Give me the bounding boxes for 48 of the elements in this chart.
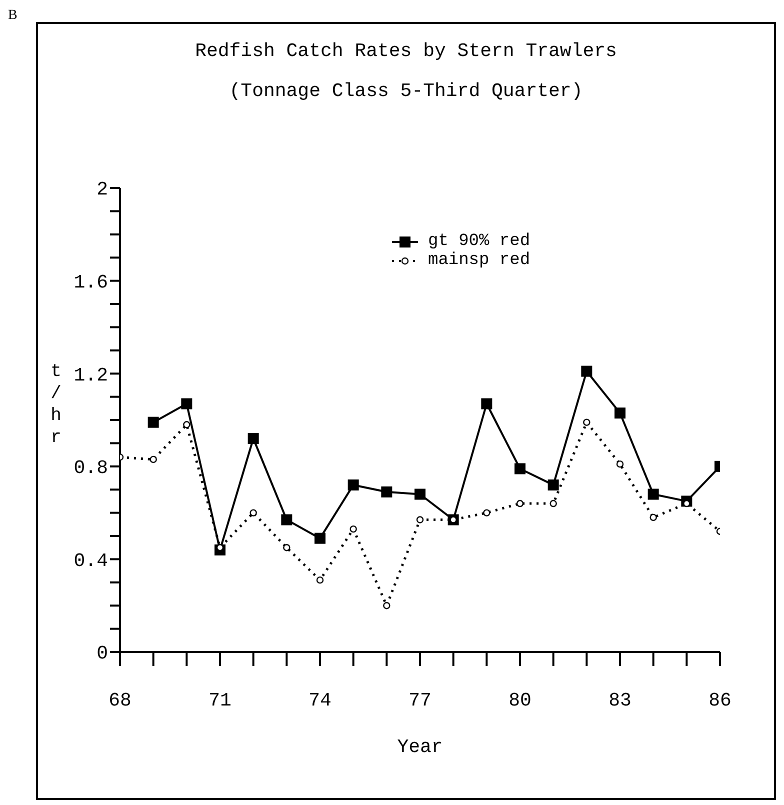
x-tick-label: 77 — [408, 689, 432, 712]
point — [250, 509, 257, 516]
point — [614, 408, 626, 419]
point — [581, 366, 592, 377]
point — [150, 456, 157, 464]
point — [650, 514, 657, 522]
point — [381, 486, 392, 498]
point — [583, 418, 590, 426]
x-tick-label: 80 — [508, 689, 532, 712]
point — [316, 576, 324, 584]
chart-title: Redfish Catch Rates by Stern Trawlers — [194, 40, 618, 62]
text: B — [8, 8, 18, 24]
x-tick-label: 86 — [708, 689, 732, 712]
point — [348, 479, 359, 490]
point — [350, 525, 357, 533]
point — [181, 398, 192, 410]
point — [148, 416, 159, 428]
x-tick-label: 71 — [208, 689, 232, 712]
point — [514, 463, 526, 474]
point — [414, 488, 426, 500]
y-tick-label: 1.6 — [74, 272, 108, 294]
point — [483, 509, 490, 516]
y-tick-label: 1.2 — [74, 364, 108, 386]
x-tick-label: 83 — [608, 689, 632, 712]
y-tick-label: 0.8 — [74, 457, 108, 480]
point — [248, 433, 259, 444]
point — [283, 544, 290, 552]
point — [183, 421, 190, 428]
y-tick-label: 2 — [96, 178, 108, 201]
point — [281, 514, 292, 526]
point — [314, 532, 326, 544]
x-axis-title: Year — [397, 736, 443, 758]
point — [383, 602, 390, 610]
point — [548, 479, 559, 490]
point — [648, 488, 659, 500]
y-tick-label: 0.4 — [74, 550, 108, 572]
point — [550, 500, 557, 508]
x-tick-label: 68 — [108, 689, 132, 712]
x-tick-label: 74 — [308, 689, 332, 712]
point — [616, 460, 624, 468]
y-tick-label: 0 — [96, 642, 108, 665]
point — [416, 516, 424, 524]
point — [481, 398, 492, 410]
y-axis-title: t/hr — [50, 362, 62, 448]
chart-subtitle: (Tonnage Class 5-Third Quarter) — [228, 80, 584, 102]
legend-label: mainsp red — [428, 251, 530, 270]
point — [516, 500, 524, 508]
legend-label: gt 90% red — [428, 232, 530, 251]
